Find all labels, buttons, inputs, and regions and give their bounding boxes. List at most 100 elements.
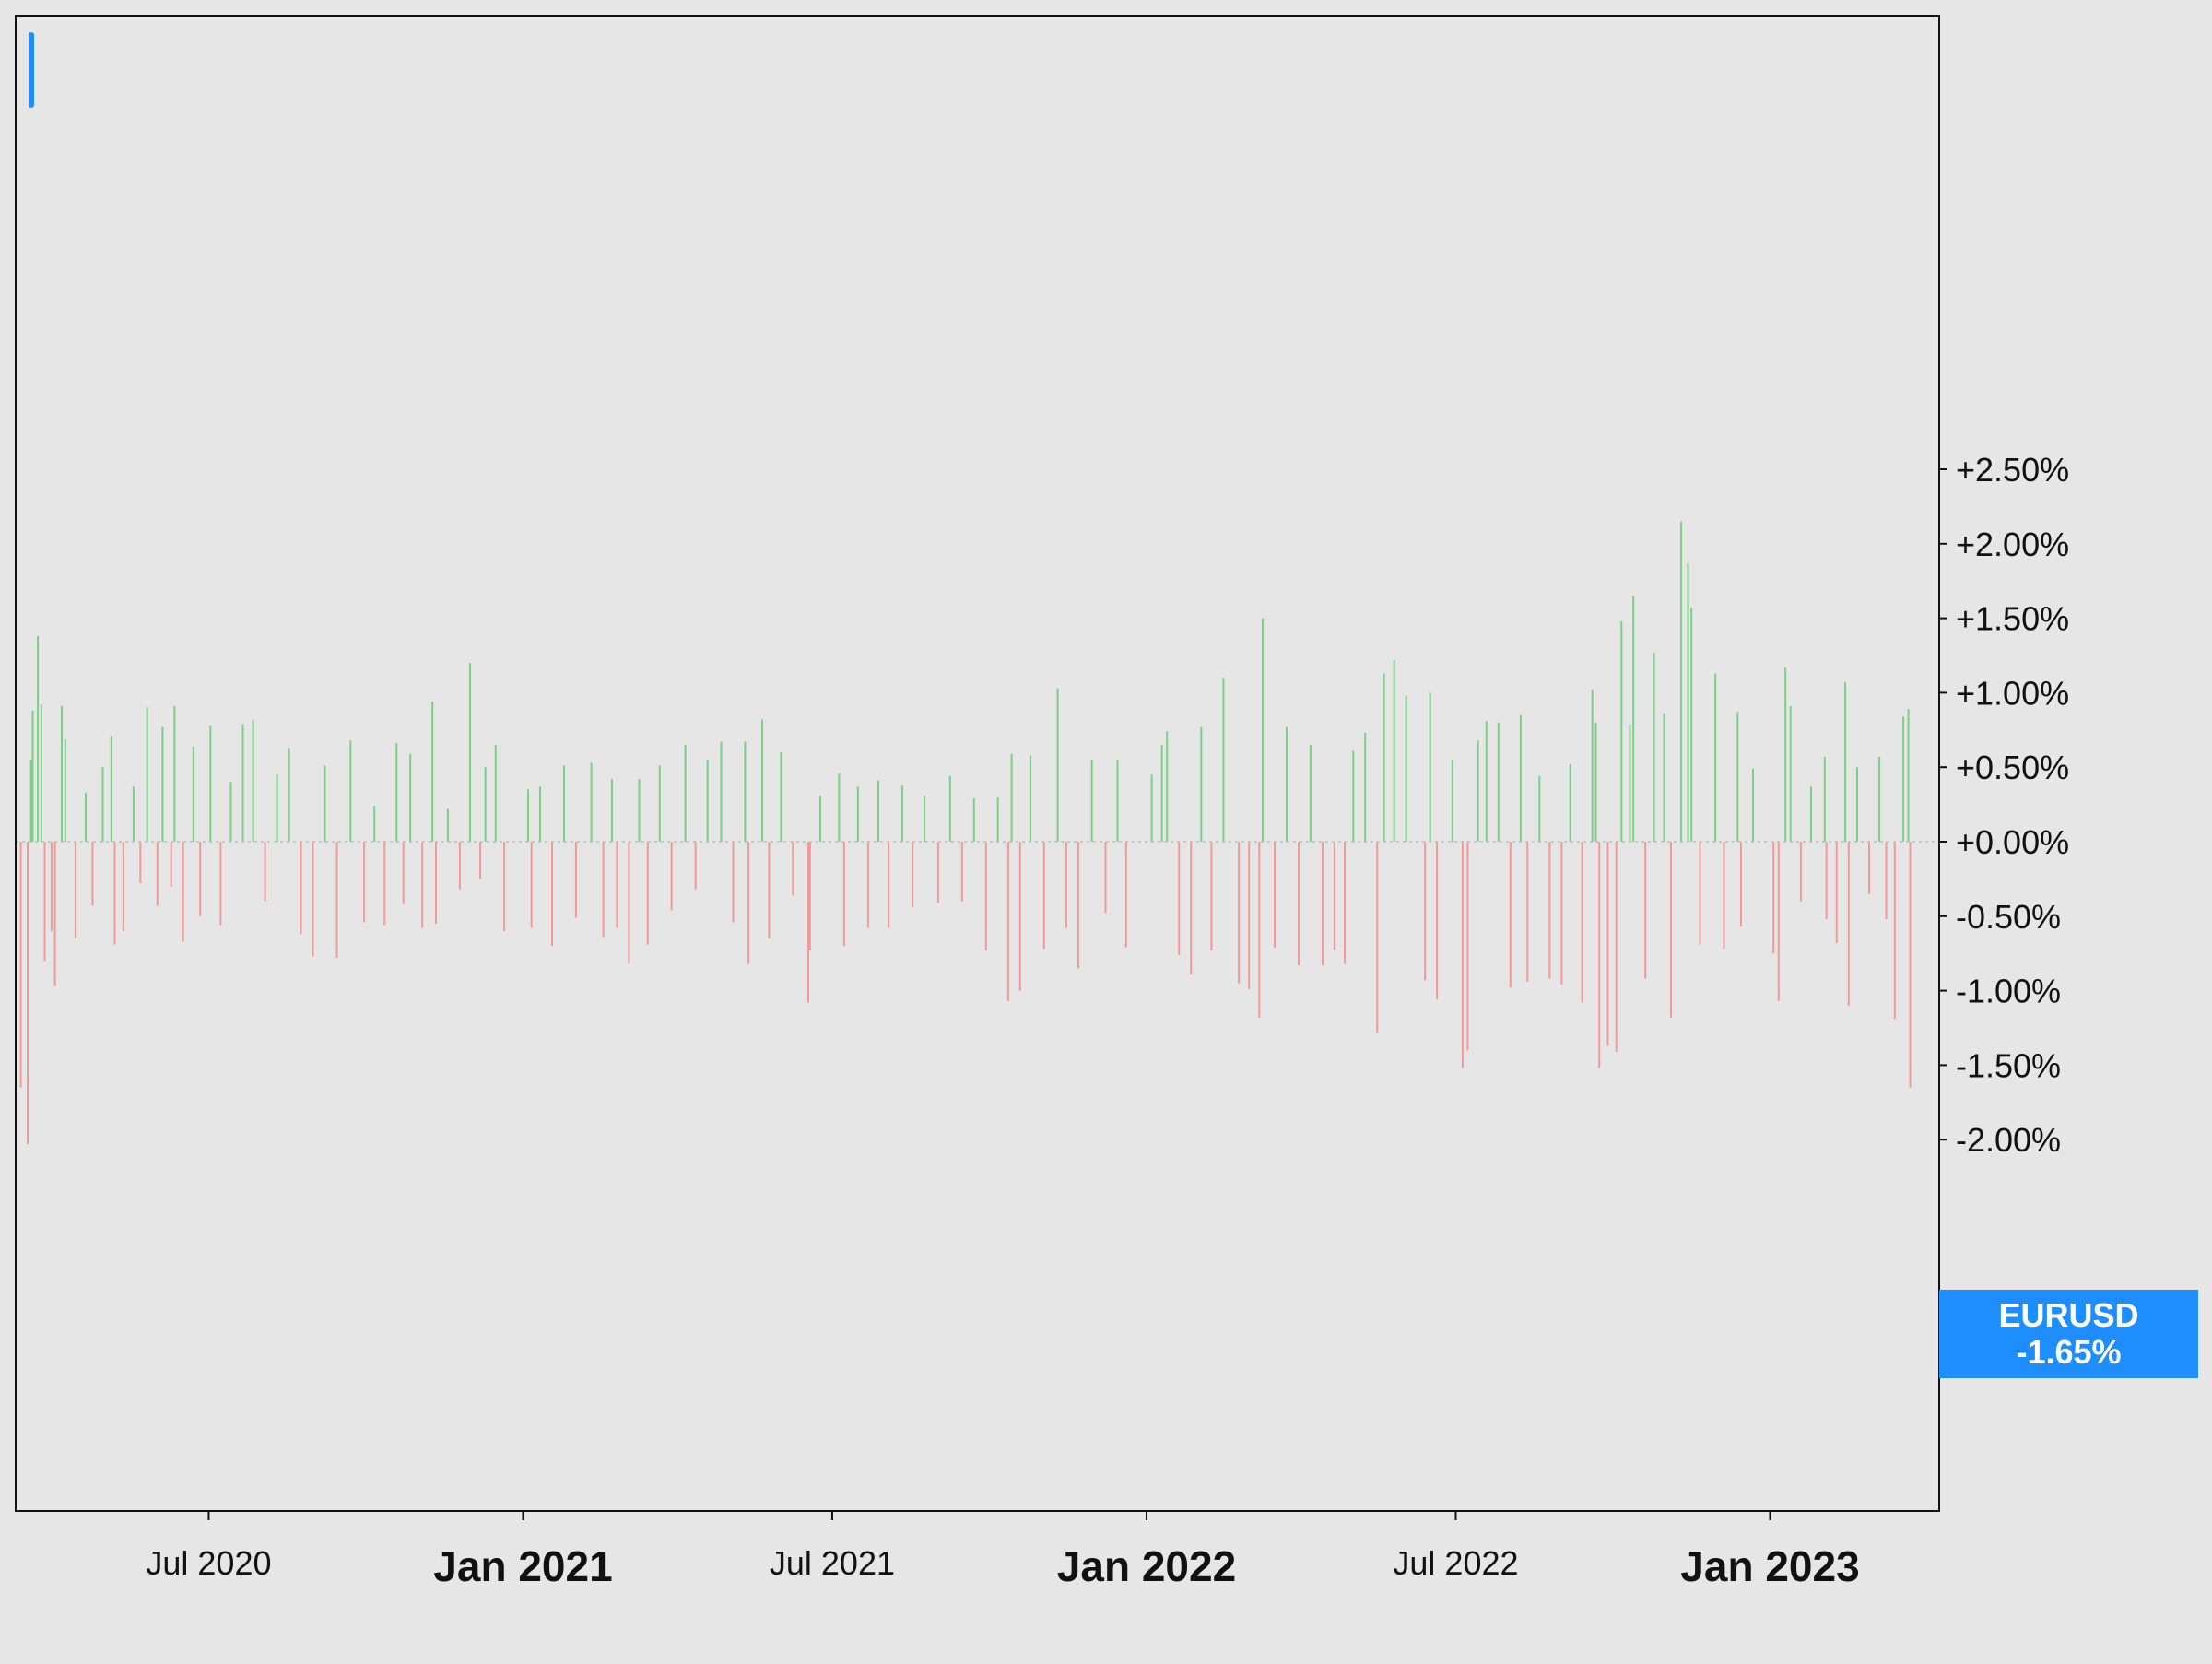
bar <box>610 779 613 842</box>
bar <box>1274 842 1276 948</box>
y-tick-label: -0.50% <box>1956 898 2061 936</box>
bar <box>1056 688 1059 842</box>
x-tick-label: Jul 2020 <box>146 1544 271 1582</box>
bar <box>1835 842 1838 943</box>
x-tick-label: Jul 2021 <box>770 1544 895 1582</box>
x-tick-label: Jan 2022 <box>1057 1542 1236 1590</box>
bar <box>1902 716 1905 842</box>
bar <box>19 842 22 1088</box>
y-tick-label: -1.00% <box>1956 973 2061 1010</box>
bar <box>1497 722 1500 842</box>
bar <box>146 707 148 842</box>
bar <box>1190 842 1193 974</box>
bar <box>1714 673 1717 842</box>
x-tick-label: Jan 2021 <box>433 1542 612 1590</box>
y-tick-label: -2.00% <box>1956 1121 2061 1159</box>
bar <box>446 808 449 842</box>
y-tick-label: +1.50% <box>1956 600 2069 638</box>
bar <box>156 842 159 906</box>
bar <box>27 842 29 1144</box>
bar <box>43 842 46 962</box>
bar <box>1393 659 1395 842</box>
bar <box>1740 842 1742 927</box>
bar <box>484 767 487 842</box>
bar <box>819 795 821 842</box>
bar <box>924 795 925 842</box>
bar <box>1010 753 1013 842</box>
bar <box>1784 667 1787 842</box>
bar <box>383 842 386 926</box>
price-tag-symbol: EURUSD <box>1998 1296 2139 1334</box>
bar <box>101 767 104 842</box>
bar <box>170 842 172 887</box>
bar <box>1844 682 1847 842</box>
bar <box>40 704 42 842</box>
bar <box>1893 842 1896 1020</box>
bar <box>1166 731 1169 842</box>
bars-layer <box>19 521 1912 1144</box>
bar <box>110 736 112 842</box>
bar <box>1309 745 1312 842</box>
bar <box>469 663 471 842</box>
bar <box>229 782 232 842</box>
bar <box>1736 712 1739 842</box>
bar <box>122 842 124 931</box>
bar <box>1615 842 1618 1052</box>
bar <box>694 842 697 890</box>
bar <box>1526 842 1529 982</box>
bar <box>877 780 879 842</box>
bar <box>1030 755 1031 842</box>
bar <box>139 842 142 884</box>
bar <box>264 842 266 902</box>
bar <box>192 746 194 842</box>
bar <box>1352 750 1355 842</box>
bar <box>1405 695 1407 842</box>
bar <box>984 842 987 950</box>
bar <box>1847 842 1850 1006</box>
bar <box>1509 842 1512 988</box>
bar <box>1699 842 1701 945</box>
bar <box>761 719 763 842</box>
bar <box>720 741 723 842</box>
bar <box>1620 620 1623 842</box>
y-tick-label: +0.00% <box>1956 823 2069 861</box>
y-tick-label: +1.00% <box>1956 674 2069 712</box>
y-tick-label: +2.50% <box>1956 451 2069 489</box>
bar <box>324 765 326 842</box>
bar <box>996 797 999 842</box>
bar <box>807 842 809 1003</box>
bar <box>1436 842 1439 1000</box>
bar <box>1629 724 1631 842</box>
price-tag-value: -1.65% <box>2016 1333 2122 1371</box>
bar <box>53 842 56 986</box>
bar <box>1632 596 1635 842</box>
bar <box>900 785 903 842</box>
bar <box>1286 726 1288 842</box>
bar <box>1907 709 1910 842</box>
bar <box>602 842 605 938</box>
bar <box>1461 842 1464 1068</box>
bar <box>173 705 176 842</box>
bar <box>300 842 302 935</box>
bar <box>1178 842 1181 955</box>
bar <box>288 748 290 842</box>
bar <box>551 842 553 947</box>
bar <box>1248 842 1251 989</box>
bar <box>792 842 794 896</box>
bar <box>276 774 278 842</box>
bar <box>1258 842 1261 1018</box>
bar <box>936 842 939 903</box>
bar <box>1538 775 1541 842</box>
bar <box>182 842 184 942</box>
bar <box>1321 842 1324 966</box>
bar <box>780 752 782 842</box>
y-axis: +2.50% +2.00% +1.50% +1.00% +0.50% +0.00% -0.5… <box>1939 451 2069 1159</box>
y-tick-label: -1.50% <box>1956 1046 2061 1084</box>
bar <box>50 842 53 931</box>
bar <box>866 842 869 928</box>
last-value-price-tag: EURUSD -1.65% <box>1939 1290 2198 1378</box>
bar <box>1160 745 1163 842</box>
bar <box>1663 714 1665 842</box>
bar <box>252 719 254 842</box>
